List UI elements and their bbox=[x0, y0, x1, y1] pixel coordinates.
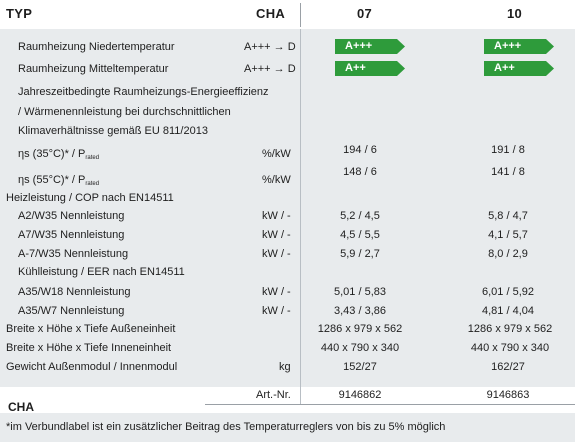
col-10-header: 10 bbox=[507, 6, 523, 21]
gewicht-label: Gewicht Außenmodul / Innenmodul bbox=[6, 361, 178, 373]
badge-label: A+++ bbox=[345, 40, 373, 52]
energy-badge-10-mittel: A++ bbox=[484, 61, 554, 76]
a35-w18-value-10: 6,01 / 5,92 bbox=[482, 286, 534, 298]
a35-w7-label: A35/W7 Nennleistung bbox=[18, 305, 125, 317]
table-body: Raumheizung Niedertemperatur A+++ → D A+… bbox=[0, 29, 575, 387]
badge-label: A++ bbox=[345, 62, 366, 74]
heizleistung-title: Heizleistung / COP nach EN14511 bbox=[6, 192, 174, 204]
a35-w18-unit: kW / - bbox=[262, 286, 291, 298]
arrow-badge-shape bbox=[484, 61, 554, 76]
eta-55-value-07: 148 / 6 bbox=[343, 166, 377, 178]
aussen-dimensions-value-10: 1286 x 979 x 562 bbox=[467, 323, 553, 335]
am7-w35-value-07: 5,9 / 2,7 bbox=[340, 248, 380, 260]
innen-dimensions-value-07: 440 x 790 x 340 bbox=[320, 342, 400, 354]
eta-55-unit: %/kW bbox=[262, 174, 291, 186]
scale-niedertemperatur: A+++ → D bbox=[244, 41, 296, 53]
row-label-mitteltemperatur: Raumheizung Mitteltemperatur bbox=[18, 63, 169, 75]
gewicht-value-07: 152/27 bbox=[343, 361, 377, 373]
eta-35-unit: %/kW bbox=[262, 148, 291, 160]
typ-header: TYP bbox=[6, 6, 33, 21]
a2-w35-value-10: 5,8 / 4,7 bbox=[488, 210, 528, 222]
innen-dimensions-value-10: 440 x 790 x 340 bbox=[470, 342, 550, 354]
article-number-row: Art.-Nr. 9146862 9146863 CHA bbox=[0, 387, 575, 414]
eta-35-subscript: rated bbox=[85, 155, 100, 161]
a35-w7-value-10: 4,81 / 4,04 bbox=[482, 305, 534, 317]
footnote-text: *im Verbundlabel ist ein zusätzlicher Be… bbox=[6, 421, 446, 433]
am7-w35-unit: kW / - bbox=[262, 248, 291, 260]
a7-w35-value-10: 4,1 / 5,7 bbox=[488, 229, 528, 241]
eta-55-value-10: 141 / 8 bbox=[491, 166, 525, 178]
artnr-label: Art.-Nr. bbox=[256, 389, 291, 401]
artnr-value-10: 9146863 bbox=[486, 389, 530, 401]
description-line-3: Klimaverhältnisse gemäß EU 811/2013 bbox=[18, 125, 208, 137]
description-line-1: Jahreszeitbedingte Raumheizungs-Energiee… bbox=[18, 86, 269, 98]
table-header: TYP CHA 07 10 bbox=[0, 0, 575, 29]
artnr-underline bbox=[205, 404, 575, 405]
energy-badge-07-nieder: A+++ bbox=[335, 39, 405, 54]
footer-cha-label: CHA bbox=[8, 400, 34, 414]
a35-w18-label: A35/W18 Nennleistung bbox=[18, 286, 131, 298]
footnote-bar: *im Verbundlabel ist ein zusätzlicher Be… bbox=[0, 413, 575, 442]
eta-55-text: ηs (55°C)* / P bbox=[18, 174, 86, 186]
kuehlleistung-title: Kühlleistung / EER nach EN14511 bbox=[18, 266, 185, 278]
aussen-dimensions-value-07: 1286 x 979 x 562 bbox=[317, 323, 403, 335]
eta-35-label: ηs (35°C)* / Prated bbox=[18, 148, 99, 161]
a2-w35-label: A2/W35 Nennleistung bbox=[18, 210, 125, 222]
a35-w7-value-07: 3,43 / 3,86 bbox=[334, 305, 386, 317]
footer-divider bbox=[300, 387, 301, 405]
a35-w7-unit: kW / - bbox=[262, 305, 291, 317]
arrow-badge-shape bbox=[484, 39, 554, 54]
am7-w35-value-10: 8,0 / 2,9 bbox=[488, 248, 528, 260]
description-line-2: / Wärmenennleistung bei durchschnittlich… bbox=[18, 106, 231, 118]
cha-header: CHA bbox=[256, 6, 286, 21]
col-07-header: 07 bbox=[357, 6, 373, 21]
eta-35-text: ηs (35°C)* / P bbox=[18, 148, 86, 160]
energy-badge-07-mittel: A++ bbox=[335, 61, 405, 76]
eta-35-value-10: 191 / 8 bbox=[491, 144, 525, 156]
header-divider bbox=[300, 3, 301, 27]
row-label-niedertemperatur: Raumheizung Niedertemperatur bbox=[18, 41, 175, 53]
a7-w35-value-07: 4,5 / 5,5 bbox=[340, 229, 380, 241]
aussen-dimensions-label: Breite x Höhe x Tiefe Außeneinheit bbox=[6, 323, 176, 335]
gewicht-value-10: 162/27 bbox=[491, 361, 525, 373]
column-divider bbox=[300, 29, 301, 387]
eta-55-subscript: rated bbox=[85, 181, 100, 187]
eta-55-label: ηs (55°C)* / Prated bbox=[18, 174, 99, 187]
scale-mitteltemperatur: A+++ → D bbox=[244, 63, 296, 75]
badge-label: A++ bbox=[494, 62, 515, 74]
eta-35-value-07: 194 / 6 bbox=[343, 144, 377, 156]
artnr-value-07: 9146862 bbox=[338, 389, 382, 401]
am7-w35-label: A-7/W35 Nennleistung bbox=[18, 248, 129, 260]
a7-w35-label: A7/W35 Nennleistung bbox=[18, 229, 125, 241]
a2-w35-unit: kW / - bbox=[262, 210, 291, 222]
energy-badge-10-nieder: A+++ bbox=[484, 39, 554, 54]
arrow-badge-shape bbox=[335, 61, 405, 76]
gewicht-unit: kg bbox=[279, 361, 291, 373]
badge-label: A+++ bbox=[494, 40, 522, 52]
a35-w18-value-07: 5,01 / 5,83 bbox=[334, 286, 386, 298]
a2-w35-value-07: 5,2 / 4,5 bbox=[340, 210, 380, 222]
a7-w35-unit: kW / - bbox=[262, 229, 291, 241]
innen-dimensions-label: Breite x Höhe x Tiefe Inneneinheit bbox=[6, 342, 172, 354]
arrow-badge-shape bbox=[335, 39, 405, 54]
